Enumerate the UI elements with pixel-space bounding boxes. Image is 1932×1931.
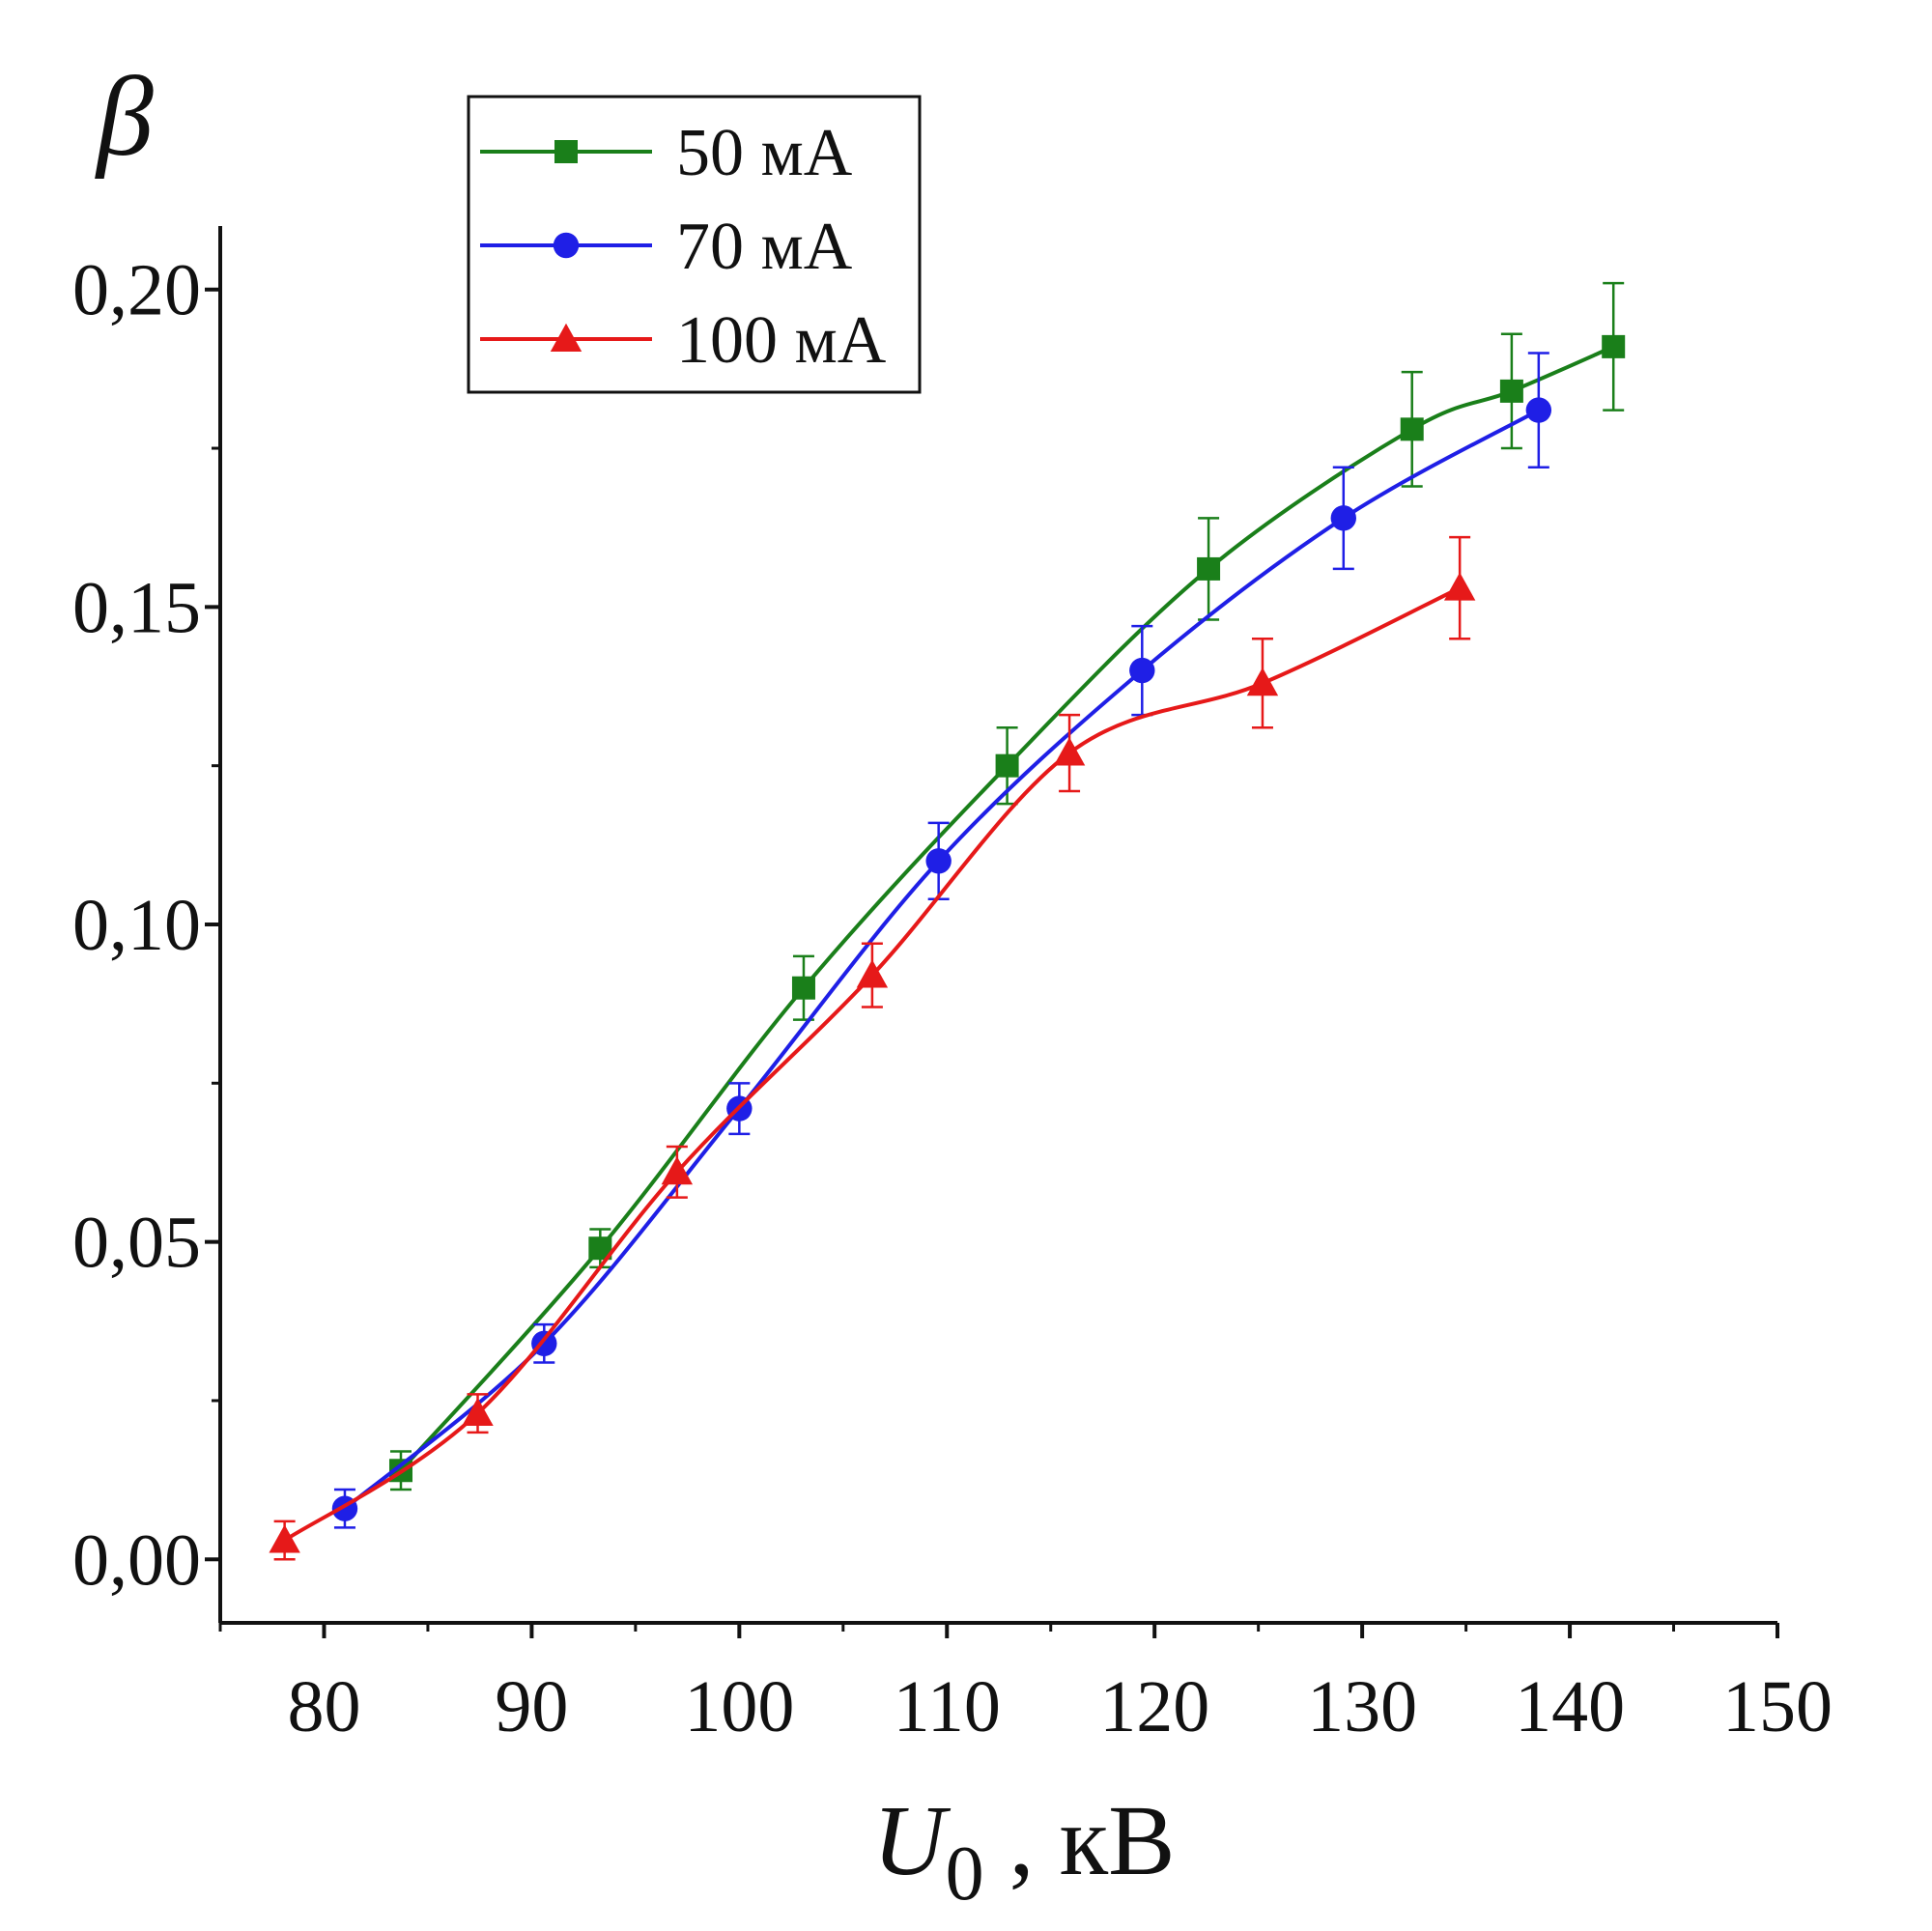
data-point <box>1525 397 1552 423</box>
data-point <box>1129 657 1155 684</box>
legend: 50 мА 70 мА 100 мА <box>467 95 922 394</box>
series-line <box>283 585 1462 1543</box>
series-layer <box>269 281 1626 1561</box>
data-point <box>1053 737 1086 766</box>
legend-marker <box>550 323 582 352</box>
x-axis-title-subscript: 0 <box>946 1832 984 1917</box>
x-axis-title-variable: U <box>872 1785 951 1896</box>
series-70-мА <box>331 352 1552 1529</box>
series-line <box>343 408 1540 1511</box>
legend-marker <box>553 232 580 259</box>
x-axis-title: U0 , кВ <box>872 1785 1175 1917</box>
y-tick-label: 0,05 <box>72 1203 201 1284</box>
y-tick-label: 0,00 <box>72 1519 201 1601</box>
y-axis-symbol: β <box>95 53 154 180</box>
data-point <box>856 959 889 988</box>
x-tick-label: 130 <box>1307 1666 1417 1747</box>
legend-item-100-мА: 100 мА <box>480 303 887 378</box>
data-point <box>661 1156 694 1185</box>
data-point <box>269 1524 300 1553</box>
data-point <box>791 976 815 1000</box>
x-tick-label: 120 <box>1099 1666 1209 1747</box>
x-tick-label: 80 <box>287 1666 360 1747</box>
data-point <box>462 1397 494 1427</box>
legend-label: 50 мА <box>676 116 853 190</box>
x-tick-label: 100 <box>684 1666 794 1747</box>
data-point <box>1499 379 1523 403</box>
x-tick-label: 90 <box>495 1666 568 1747</box>
axes-layer: 80 90 100 110 120 130 140 150 0,00 0,05 0,10 0,15 0,… <box>72 226 1833 1747</box>
data-point <box>1246 667 1279 696</box>
y-tick-label: 0,15 <box>72 567 201 648</box>
data-point <box>925 848 952 874</box>
data-point <box>1197 556 1221 581</box>
y-tick-label: 0,10 <box>72 885 201 966</box>
data-point <box>995 753 1019 778</box>
data-point <box>1330 505 1356 531</box>
data-point <box>1443 572 1476 601</box>
series-100-мА <box>269 535 1476 1561</box>
legend-label: 100 мА <box>676 303 887 378</box>
data-point <box>1602 334 1626 358</box>
y-tick-label: 0,20 <box>72 250 201 331</box>
x-tick-label: 110 <box>894 1666 1001 1747</box>
legend-item-50-мА: 50 мА <box>480 116 853 190</box>
x-tick-label: 150 <box>1722 1666 1833 1747</box>
x-tick-label: 140 <box>1515 1666 1625 1747</box>
legend-item-70-мА: 70 мА <box>480 210 853 284</box>
data-point <box>1400 417 1424 441</box>
legend-marker <box>554 140 578 163</box>
legend-label: 70 мА <box>676 210 853 284</box>
x-axis-title-unit: , кВ <box>984 1785 1176 1896</box>
